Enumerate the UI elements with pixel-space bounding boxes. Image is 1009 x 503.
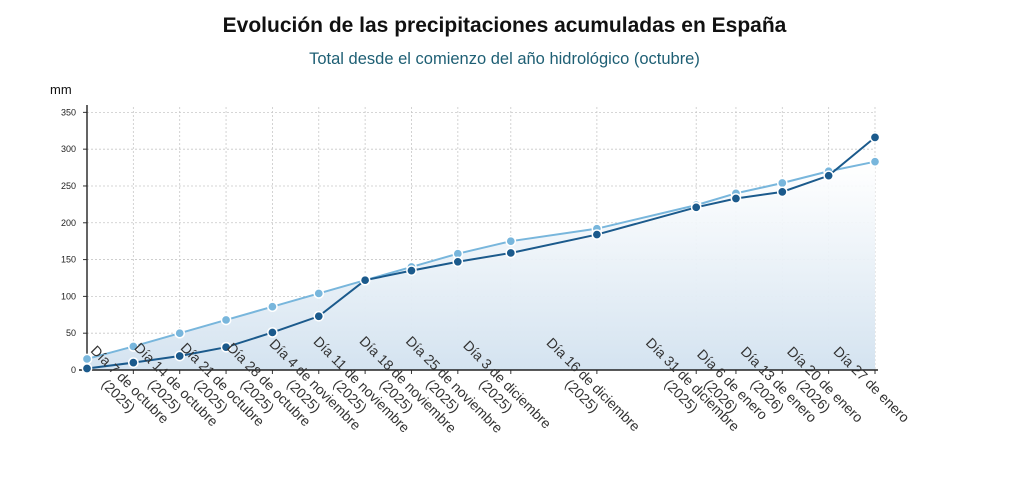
normal-series-line [86,160,876,360]
y-axis-unit-label: mm [50,82,72,97]
y-tick-label: 50 [66,328,76,338]
normal-series-point [174,327,186,339]
actual-series-point [81,363,93,374]
normal-series-point [869,156,881,168]
actual-series-point [690,201,702,213]
area-layer [87,161,875,370]
actual-series-point [359,274,371,286]
y-tick-label: 350 [61,107,76,117]
normal-series-point [505,235,517,247]
actual-series-point [267,327,278,338]
actual-series-point [128,357,139,368]
normal-series-point [313,288,325,299]
y-tick-label: 0 [71,365,76,375]
actual-series-point [505,247,517,259]
normal-series-point [267,301,278,313]
y-tick-label: 100 [61,291,76,301]
y-tick-label: 150 [61,255,76,265]
normal-area [87,161,875,370]
actual-series-point [174,350,186,362]
normal-series-point [128,341,139,352]
normal-series-point [776,177,788,189]
actual-series-line [86,136,876,370]
y-tick-label: 200 [61,218,76,228]
chart-title: Evolución de las precipitaciones acumula… [222,14,787,37]
y-tick-label: 250 [61,181,76,191]
actual-series-point [313,310,325,322]
series-layer [81,132,881,374]
axis-layer [79,105,878,374]
actual-series-point [776,186,788,198]
actual-series-point [591,229,603,240]
actual-series-point [452,256,464,268]
chart-subtitle: Total desde el comienzo del año hidrológ… [309,50,700,68]
actual-series-point [220,341,232,353]
actual-series-point [730,193,742,204]
actual-series-point [823,170,834,182]
actual-series-point [406,265,417,276]
actual-series-point [869,132,881,143]
y-tick-label: 300 [61,144,76,154]
normal-series-point [220,314,232,326]
